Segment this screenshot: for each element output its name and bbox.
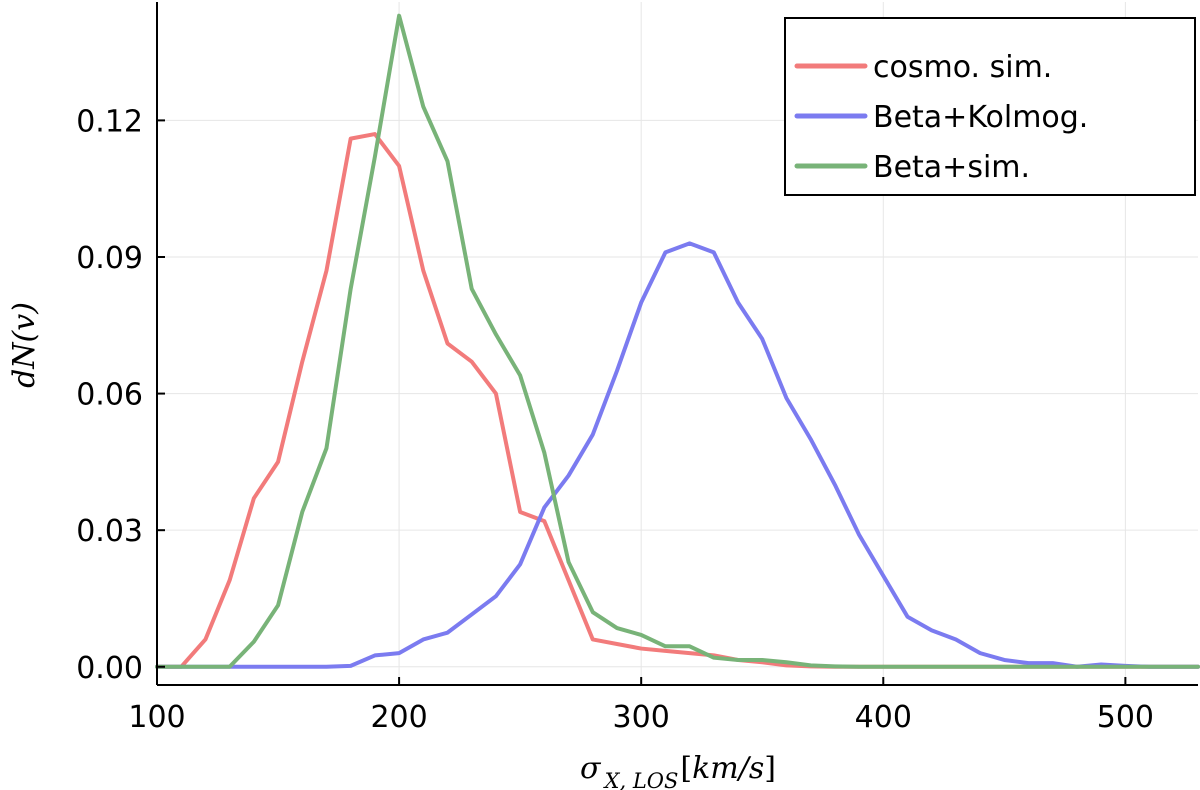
x-axis-label-unit: km/s xyxy=(692,751,764,786)
y-axis-label: dN(v) xyxy=(7,302,42,388)
x-tick-label: 200 xyxy=(370,700,427,735)
series-line-3 xyxy=(155,13,1200,669)
x-axis-label: σ X, LOS[km/s] xyxy=(580,751,776,790)
x-tick-labels: 100 200 300 400 500 xyxy=(128,700,1154,735)
series-lines xyxy=(155,13,1200,669)
legend-label-1: cosmo. sim. xyxy=(873,50,1052,85)
legend: cosmo. sim. Beta+Kolmog. Beta+sim. xyxy=(784,17,1196,196)
x-tick-label: 400 xyxy=(855,700,912,735)
y-tick-label: 0.06 xyxy=(76,378,143,413)
series-line-2 xyxy=(155,241,1200,669)
legend-label-3: Beta+sim. xyxy=(873,150,1030,185)
series-line-1 xyxy=(155,132,1200,669)
y-tick-labels: 0.00 0.03 0.06 0.09 0.12 xyxy=(76,104,143,685)
legend-label-2: Beta+Kolmog. xyxy=(873,100,1088,135)
x-axis-label-bracket-close: ] xyxy=(764,751,776,786)
y-tick-label: 0.12 xyxy=(76,104,143,139)
x-tick-label: 100 xyxy=(128,700,185,735)
x-tick-label: 500 xyxy=(1097,700,1154,735)
x-axis-label-main: σ xyxy=(580,751,602,786)
axes xyxy=(156,2,1198,686)
x-axis-label-bracket-open: [ xyxy=(680,751,692,786)
y-tick-label: 0.00 xyxy=(76,651,143,686)
y-tick-label: 0.09 xyxy=(76,241,143,276)
x-tick-label: 300 xyxy=(613,700,670,735)
y-tick-label: 0.03 xyxy=(76,514,143,549)
x-axis-label-subscript: X, LOS xyxy=(603,769,679,790)
